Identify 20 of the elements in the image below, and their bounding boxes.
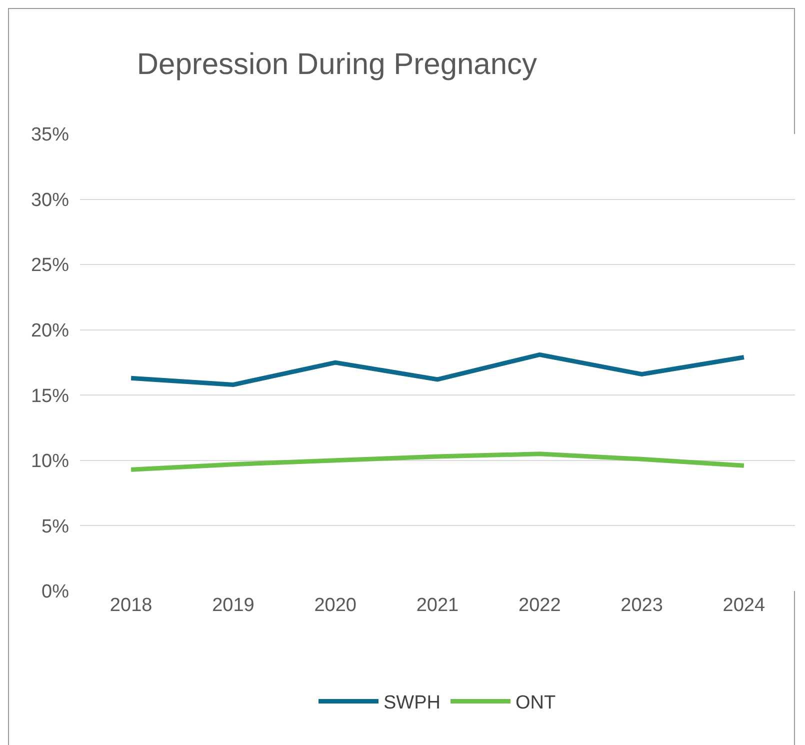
y-tick-label: 15%: [30, 386, 70, 407]
y-tick-label: 25%: [30, 255, 70, 276]
x-tick-label: 2022: [518, 595, 561, 616]
x-tick-label: 2018: [110, 595, 152, 616]
chart-title: Depression During Pregnancy: [136, 48, 538, 81]
x-tick-label: 2024: [722, 595, 766, 616]
x-tick-label: 2019: [212, 595, 254, 616]
line-series: [128, 352, 746, 387]
legend-label: ONT: [516, 692, 556, 714]
y-tick-label: 30%: [30, 190, 70, 211]
y-tick-label: 10%: [30, 451, 70, 472]
y-tick-label: 35%: [30, 124, 70, 146]
x-tick-label: 2021: [416, 595, 459, 616]
y-tick-label: 5%: [42, 516, 70, 538]
legend-label: SWPH: [384, 692, 440, 714]
y-tick-label: 0%: [42, 582, 70, 603]
y-tick-label: 20%: [30, 320, 70, 342]
x-tick-label: 2020: [314, 595, 356, 616]
x-tick-label: 2023: [620, 595, 663, 616]
line-series: [128, 452, 746, 472]
